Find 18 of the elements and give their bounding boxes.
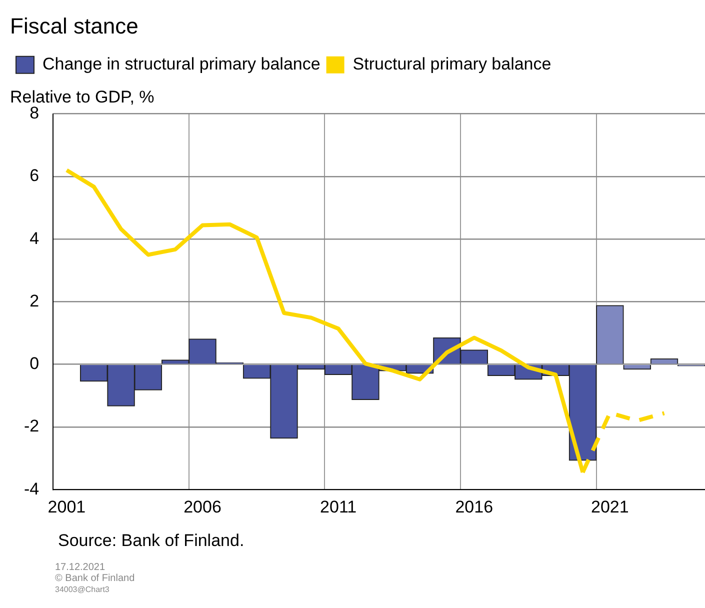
text: 17.12.2021: [55, 562, 106, 573]
y-tick-label: 6: [30, 166, 40, 186]
x-tick-label: 2016: [455, 497, 494, 516]
y-tick-label: 0: [30, 354, 40, 374]
y-tick-label: -2: [24, 416, 40, 436]
source-note: Source: Bank of Finland.: [58, 531, 244, 550]
x-tick-label: 2006: [184, 497, 222, 516]
y-tick-label: 4: [30, 228, 40, 248]
x-tick-label: 2011: [320, 497, 357, 516]
text: 34003@Chart3: [55, 585, 110, 594]
x-tick-label: 2001: [48, 497, 86, 516]
text: © Bank of Finland: [55, 573, 135, 584]
y-tick-label: 2: [30, 291, 40, 310]
x-tick-label: 2021: [591, 497, 629, 516]
chart-title: Fiscal stance: [10, 13, 138, 38]
y-tick-label: -4: [24, 479, 40, 498]
legend-label: Change in structural primary balance: [42, 54, 320, 74]
legend-label: Structural primary balance: [352, 54, 552, 74]
